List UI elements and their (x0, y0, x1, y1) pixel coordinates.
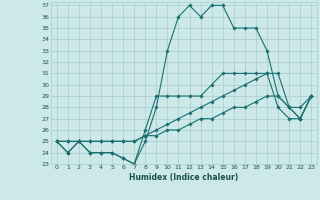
X-axis label: Humidex (Indice chaleur): Humidex (Indice chaleur) (129, 173, 239, 182)
